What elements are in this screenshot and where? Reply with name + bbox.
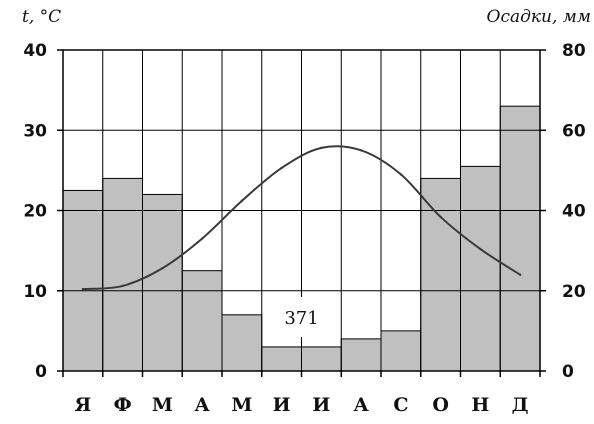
month-label: Ф <box>114 394 132 416</box>
left-tick-label: 30 <box>23 121 47 141</box>
precip-bar <box>499 105 541 372</box>
precip-bar <box>460 165 501 372</box>
precip-bar <box>380 330 422 372</box>
left-axis-title: t, °C <box>22 7 61 27</box>
precip-bar <box>261 346 302 372</box>
temperature-point <box>479 247 482 251</box>
temperature-point <box>121 284 124 288</box>
precip-bar <box>102 177 143 372</box>
temperature-point <box>359 149 363 152</box>
temperature-point <box>81 287 85 291</box>
temperature-point <box>240 199 244 203</box>
month-label: А <box>194 394 210 416</box>
temperature-point <box>280 166 283 170</box>
temperature-point <box>399 173 403 176</box>
precip-bar <box>181 270 223 372</box>
annotation-bg <box>275 297 328 337</box>
month-label: И <box>273 394 291 416</box>
axes-layer <box>57 49 546 377</box>
right-tick-label: 40 <box>562 202 586 222</box>
annual-precip-label: 371 <box>284 308 318 329</box>
month-label: С <box>393 394 408 416</box>
month-label: О <box>432 394 449 416</box>
precip-bar <box>221 314 263 372</box>
right-tick-label: 0 <box>562 362 574 382</box>
month-label: М <box>152 394 173 416</box>
month-label: Д <box>512 394 529 416</box>
precip-bar <box>62 189 104 372</box>
precip-bar <box>420 177 461 372</box>
month-label: А <box>353 394 369 416</box>
right-tick-label: 20 <box>562 282 586 302</box>
month-label: И <box>312 394 330 416</box>
left-tick-label: 10 <box>23 282 47 302</box>
left-tick-label: 40 <box>23 41 47 61</box>
temperature-line <box>82 145 521 291</box>
line-layer <box>81 145 522 291</box>
temperature-point <box>439 215 442 219</box>
right-tick-label: 80 <box>562 41 586 61</box>
month-label: М <box>231 394 252 416</box>
temperature-point <box>161 267 164 270</box>
right-tick-label: 60 <box>562 121 586 141</box>
month-label: Я <box>74 394 91 416</box>
temperature-point <box>200 237 204 240</box>
left-tick-label: 0 <box>35 362 47 382</box>
temperature-point <box>320 146 323 150</box>
precip-bar <box>142 193 183 372</box>
precip-bar <box>301 346 342 372</box>
month-label: Н <box>471 394 489 416</box>
right-axis-title: Осадки, мм <box>487 7 591 27</box>
bars-layer <box>62 105 541 372</box>
precip-bar <box>340 338 382 372</box>
left-tick-label: 20 <box>23 202 47 222</box>
temperature-point <box>518 273 522 276</box>
